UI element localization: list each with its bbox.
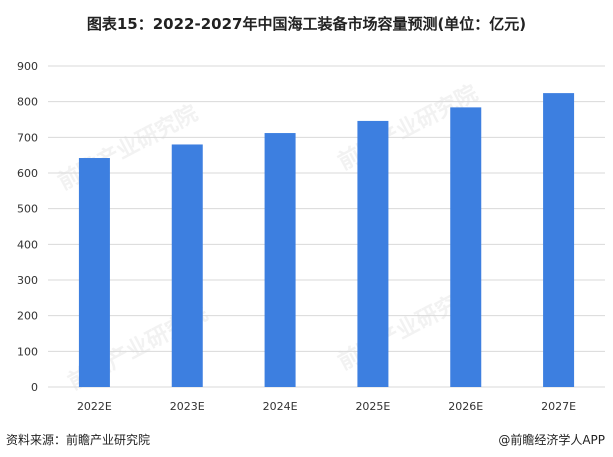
bar-2023E	[171, 144, 203, 387]
y-tick-label: 800	[17, 96, 38, 109]
x-tick-label: 2027E	[541, 400, 576, 413]
y-tick-label: 300	[17, 274, 38, 287]
y-tick-label: 900	[17, 60, 38, 73]
y-tick-label: 500	[17, 203, 38, 216]
bar-2022E	[78, 158, 110, 387]
source-note: 资料来源：前瞻产业研究院	[6, 433, 151, 447]
credit-note: @前瞻经济学人APP	[498, 433, 605, 447]
x-tick-label: 2026E	[448, 400, 483, 413]
y-tick-label: 700	[17, 131, 38, 144]
bar-2026E	[450, 107, 482, 387]
y-tick-label: 200	[17, 310, 38, 323]
y-tick-label: 400	[17, 238, 38, 251]
y-axis-ticks: 0 100 200 300 400 500 600 700 800 900	[17, 60, 38, 394]
x-tick-label: 2022E	[77, 400, 112, 413]
x-tick-label: 2024E	[263, 400, 298, 413]
bar-2024E	[264, 133, 296, 387]
bars	[78, 93, 575, 388]
bar-2027E	[543, 93, 575, 388]
x-axis-ticks: 2022E 2023E 2024E 2025E 2026E 2027E	[77, 400, 576, 413]
y-tick-label: 0	[31, 381, 38, 394]
grid-lines	[48, 65, 605, 388]
x-tick-label: 2025E	[355, 400, 390, 413]
y-tick-label: 100	[17, 345, 38, 358]
y-tick-label: 600	[17, 167, 38, 180]
x-tick-label: 2023E	[170, 400, 205, 413]
bar-2025E	[357, 120, 389, 387]
chart-title: 图表15：2022-2027年中国海工装备市场容量预测(单位：亿元)	[86, 15, 527, 33]
